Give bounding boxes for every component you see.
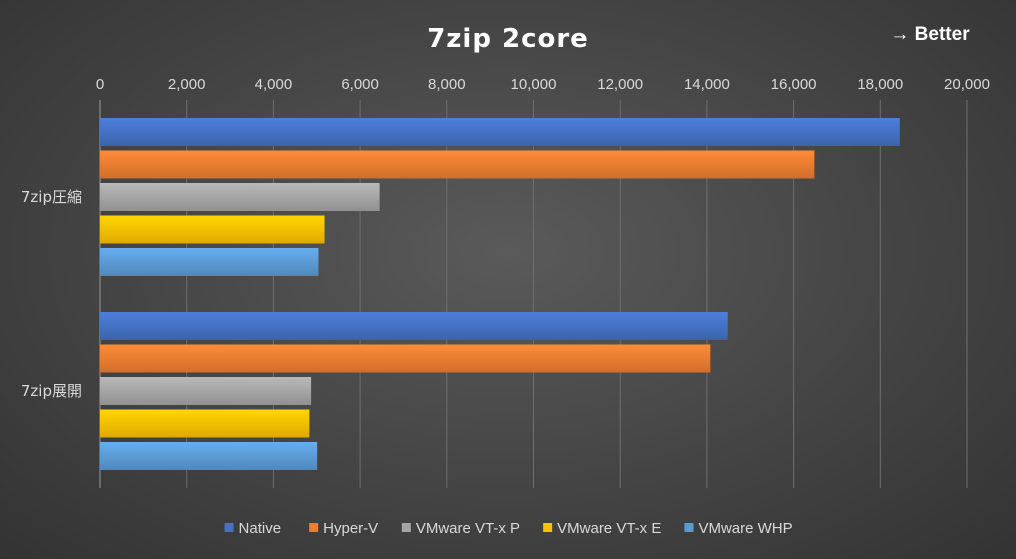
category-labels: 7zip圧縮 7zip展開 [21, 188, 82, 400]
legend-swatch [684, 523, 694, 532]
x-tick-label: 20,000 [944, 76, 990, 93]
legend-swatch [401, 523, 411, 532]
bar-vmware-vt-x-p [100, 377, 312, 405]
bar-vmware-vt-x-p [100, 183, 380, 211]
x-tick-label: 16,000 [771, 76, 817, 93]
x-tick-label: 14,000 [684, 76, 730, 93]
bars [100, 118, 900, 470]
chart-title: 7zip 2core [427, 24, 589, 54]
legend-label: VMware WHP [698, 520, 792, 537]
category-label: 7zip展開 [21, 382, 82, 400]
legend-swatch [543, 523, 553, 532]
x-tick-label: 10,000 [511, 76, 557, 93]
legend-swatch [224, 523, 234, 532]
x-tick-label: 6,000 [341, 76, 379, 93]
bar-vmware-vt-x-e [100, 215, 325, 244]
bar-hyper-v [100, 344, 711, 373]
bar-hyper-v [100, 150, 815, 179]
x-tick-label: 18,000 [857, 76, 903, 93]
bar-vmware-whp [100, 442, 318, 470]
legend-label: VMware VT-x E [557, 520, 661, 537]
legend-label: Hyper-V [323, 520, 378, 537]
x-tick-label: 12,000 [597, 76, 643, 93]
better-annotation: → Better [890, 24, 970, 45]
legend-label: VMware VT-x P [416, 520, 520, 537]
x-tick-label: 8,000 [428, 76, 466, 93]
x-tick-label: 4,000 [255, 76, 293, 93]
legend-swatch [309, 523, 319, 532]
x-tick-label: 2,000 [168, 76, 206, 93]
category-label: 7zip圧縮 [21, 188, 82, 206]
bar-vmware-whp [100, 248, 319, 276]
x-axis-ticks: 0 2,000 4,000 6,000 8,000 10,000 12,000 14,000 1… [96, 76, 990, 93]
bar-native [100, 118, 900, 146]
bar-vmware-vt-x-e [100, 409, 310, 438]
legend: Native Hyper-V VMware VT-x P VMware VT-x E V… [224, 520, 793, 537]
legend-label: Native [239, 520, 282, 537]
bar-native [100, 312, 728, 340]
x-tick-label: 0 [96, 76, 104, 93]
